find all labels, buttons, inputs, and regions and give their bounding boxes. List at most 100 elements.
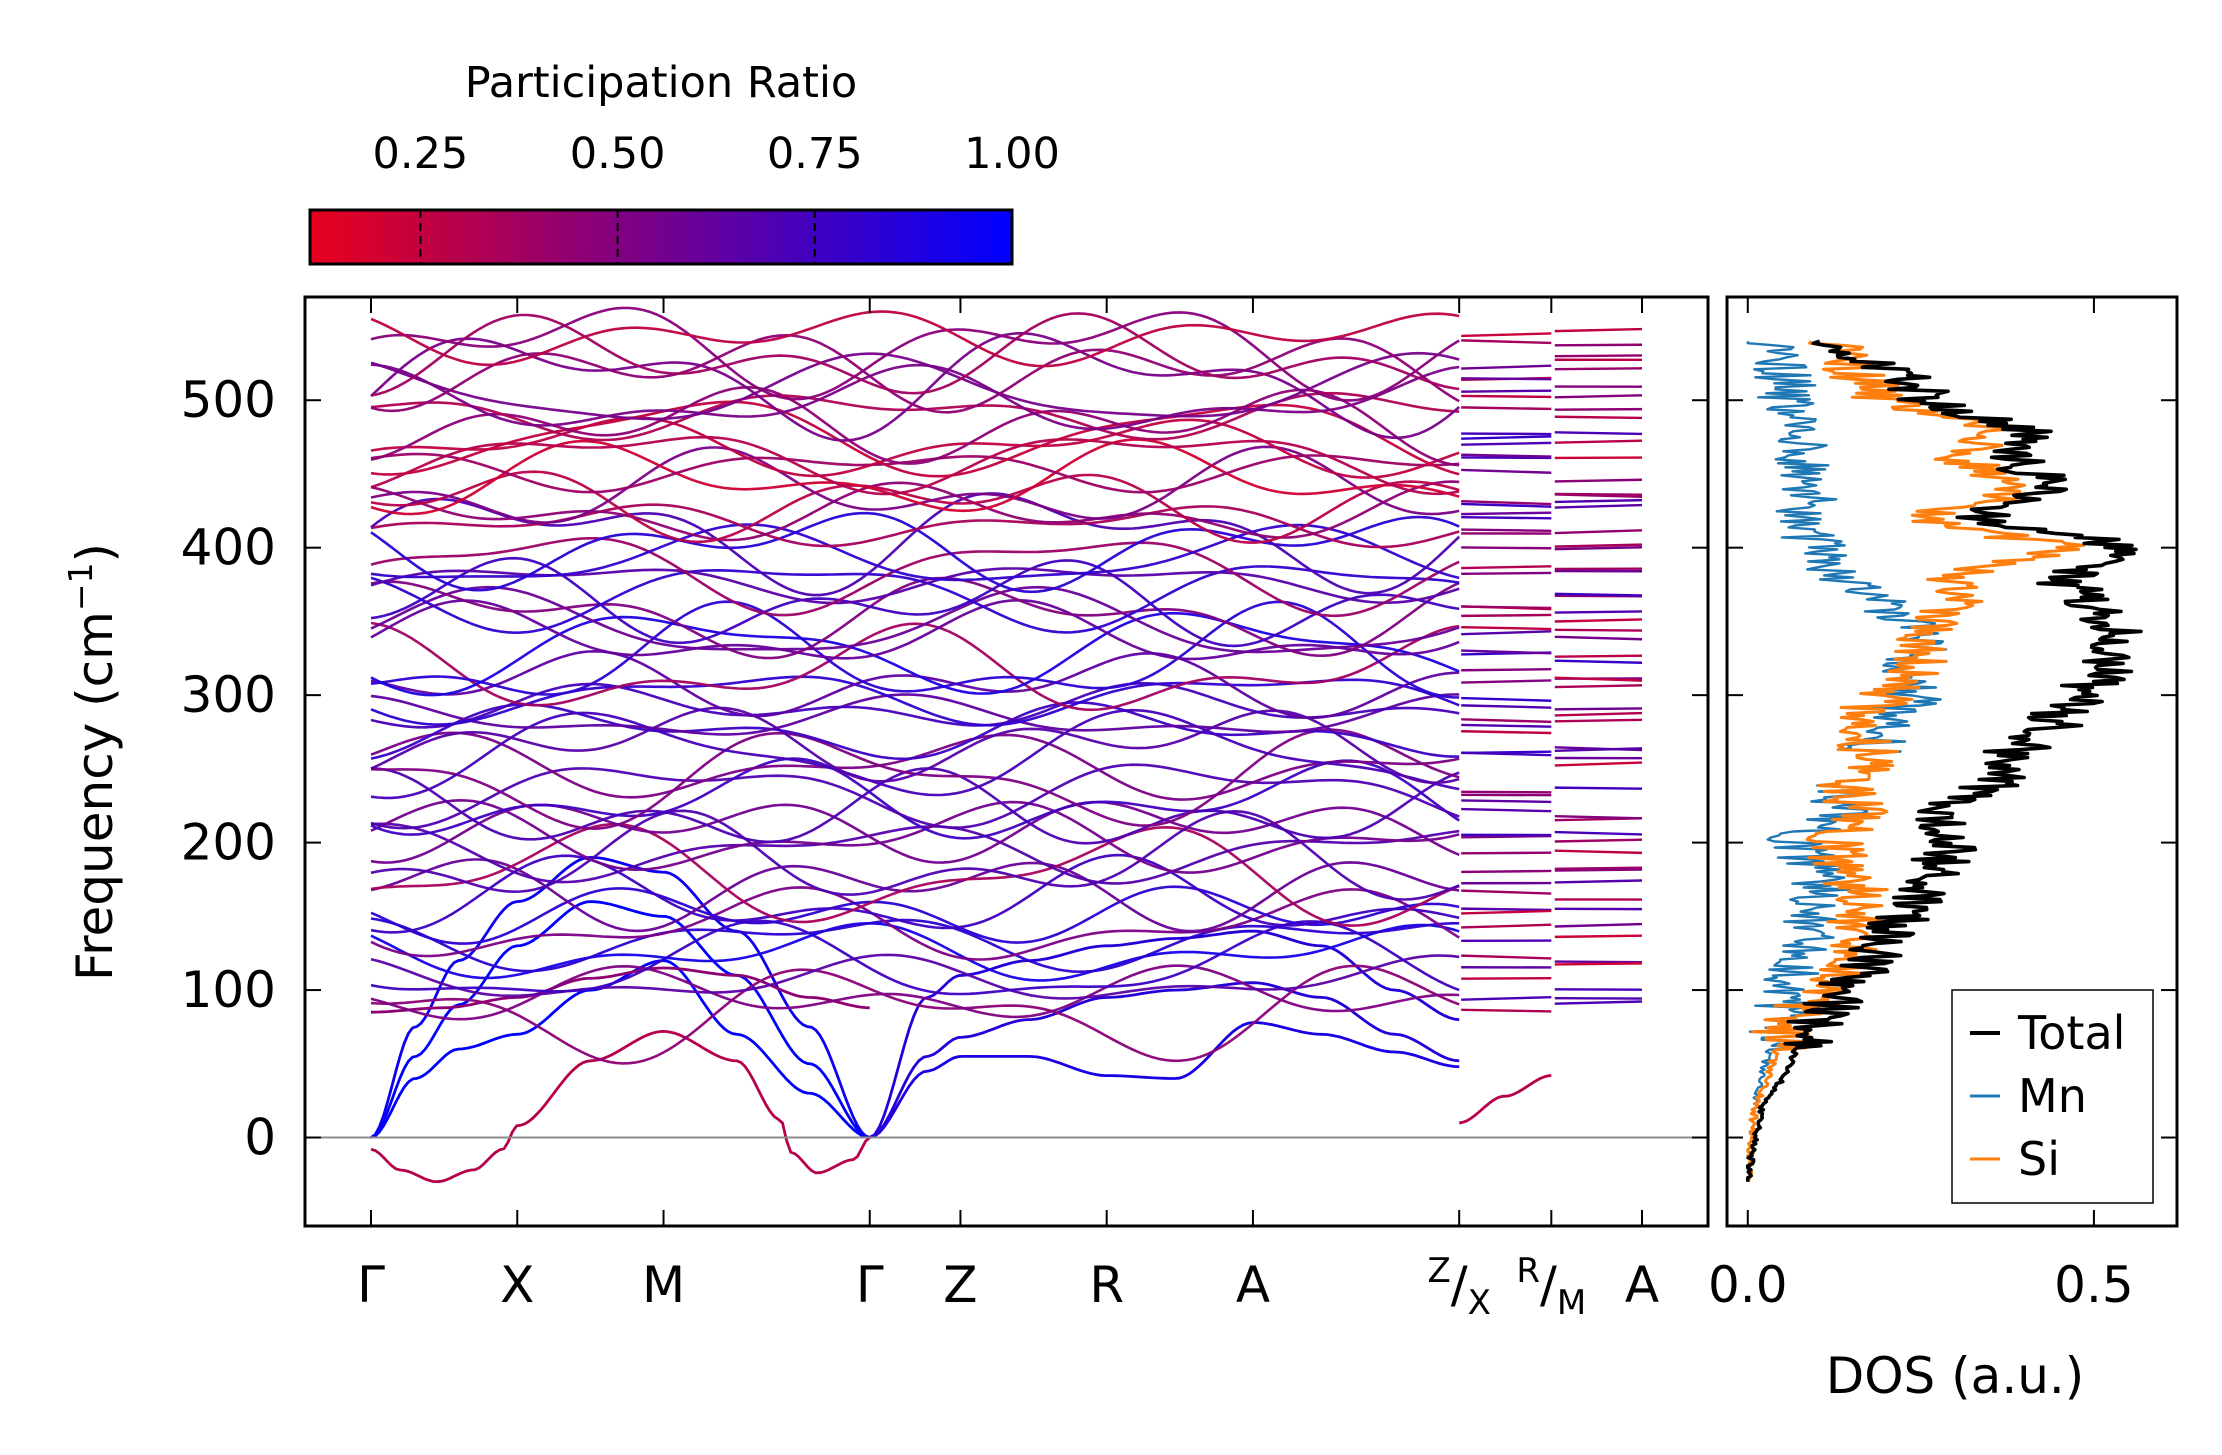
dos-frame — [1725, 295, 2179, 1228]
y-tick-label: 0 — [244, 1109, 276, 1167]
flat-band-segment — [1461, 807, 1552, 813]
flat-band-segment — [1461, 511, 1552, 516]
optical-band — [370, 822, 1460, 885]
optical-band — [370, 351, 1460, 421]
band-lines — [370, 306, 1643, 1184]
flat-band-segment — [1461, 751, 1552, 757]
flat-band-segment — [1554, 960, 1643, 964]
y-tick-label: 300 — [181, 666, 276, 724]
optical-band — [370, 706, 1460, 784]
flat-band-segment — [1554, 618, 1643, 623]
optical-band — [370, 537, 1460, 618]
optical-band — [370, 682, 1460, 729]
dos-axes: 0.0 0.5 — [1708, 297, 2177, 1314]
flat-band-segment — [1461, 332, 1552, 338]
legend: Total Mn Si — [1951, 989, 2154, 1204]
flat-band-segment — [1554, 684, 1643, 689]
optical-band — [370, 333, 1460, 414]
flat-band-segment — [1461, 996, 1552, 1001]
flat-band-segment — [1554, 635, 1643, 641]
optical-band — [370, 416, 1460, 479]
optical-band — [370, 885, 1460, 945]
flat-band-segment — [1554, 830, 1643, 836]
flat-band-segment — [1461, 723, 1552, 728]
flat-band-segment — [1554, 546, 1643, 551]
flat-band-segment — [1461, 907, 1552, 912]
optical-band — [370, 964, 1460, 1065]
legend-label: Mn — [2018, 1069, 2087, 1123]
optical-band — [370, 953, 1460, 1000]
flat-band-segment — [1554, 503, 1643, 509]
flat-band-segment — [1554, 718, 1643, 723]
flat-band-segment — [1461, 696, 1552, 702]
colorbar-tick-label: 1.00 — [964, 129, 1060, 179]
optical-band — [370, 567, 1460, 605]
flat-band-segment — [1461, 976, 1552, 980]
flat-band-segment — [1461, 394, 1552, 399]
k-point-label: R — [1089, 1256, 1124, 1314]
flat-band-segment — [1461, 679, 1552, 684]
flat-band-segment — [1554, 343, 1643, 347]
optical-band — [371, 767, 1460, 845]
flat-band-segment — [1461, 923, 1552, 929]
k-label-sub: X — [1468, 1283, 1491, 1323]
flat-band-segment — [1461, 435, 1552, 440]
y-tick-label: 400 — [181, 519, 276, 577]
flat-band-segment — [1461, 389, 1552, 393]
optical-band — [370, 921, 1460, 982]
flat-band-segment — [1461, 339, 1552, 345]
optical-band — [370, 310, 1460, 368]
flat-band-segment — [1554, 922, 1643, 928]
flat-band-segment — [1461, 834, 1552, 839]
band-axes-decor — [305, 297, 1708, 1226]
flat-band-segment — [1554, 747, 1643, 752]
k-path-labels: Γ X M Γ Z R A Z/XR/M A — [357, 1251, 1659, 1323]
flat-band-segment — [1461, 453, 1552, 458]
flat-band-segment — [1461, 406, 1552, 411]
optical-band — [370, 964, 1460, 1021]
flat-band-segment — [1461, 889, 1552, 895]
flat-band-segment — [1461, 704, 1552, 709]
flat-band-segment — [1554, 439, 1643, 444]
optical-band — [370, 611, 1460, 697]
band-LA — [370, 855, 871, 1139]
optical-band — [370, 886, 1460, 961]
optical-band — [370, 576, 1460, 660]
colorbar-tick-labels: 0.25 0.50 0.75 1.00 — [373, 129, 1060, 179]
flat-band-segment — [1461, 499, 1552, 506]
y-axis-label-close: ) — [66, 543, 124, 563]
flat-band-segment — [1554, 478, 1643, 483]
k-label-slash: / — [1451, 1256, 1468, 1314]
y-tick-label: 500 — [181, 371, 276, 429]
dos-lines — [1746, 339, 2143, 1183]
y-axis-label-main: Frequency (cm — [66, 611, 124, 981]
k-label-sup: Z — [1427, 1251, 1450, 1291]
flat-band-segment — [1461, 799, 1552, 804]
flat-band-segment — [1554, 838, 1643, 843]
flat-band-segment — [1554, 327, 1643, 333]
flat-band-segment — [1554, 492, 1643, 496]
flat-band-segment — [1554, 415, 1643, 420]
flat-band-segment — [1461, 730, 1552, 735]
optical-band — [370, 565, 1460, 635]
flat-band-segment — [1554, 592, 1643, 597]
optical-band — [370, 822, 1460, 927]
flat-band-segment — [1554, 879, 1643, 884]
k-label-sub: M — [1557, 1283, 1586, 1323]
flat-band-segment — [1461, 869, 1552, 874]
band-low-opt — [370, 966, 870, 1014]
optical-band — [370, 452, 1460, 494]
flat-band-segment — [1461, 909, 1552, 915]
flat-band-segment — [1554, 659, 1643, 664]
flat-band-segment — [1554, 814, 1643, 820]
dos-x-tick-label: 0.0 — [1708, 1256, 1788, 1314]
colorbar-title: Participation Ratio — [465, 58, 858, 108]
flat-band-segment — [1461, 790, 1552, 794]
optical-band — [370, 708, 1460, 800]
flat-band-segment — [1461, 605, 1552, 610]
k-point-label: M — [642, 1256, 685, 1314]
flat-band-segment — [1554, 962, 1643, 966]
colorbar-ticks — [419, 210, 816, 264]
k-point-label: X — [500, 1256, 534, 1314]
